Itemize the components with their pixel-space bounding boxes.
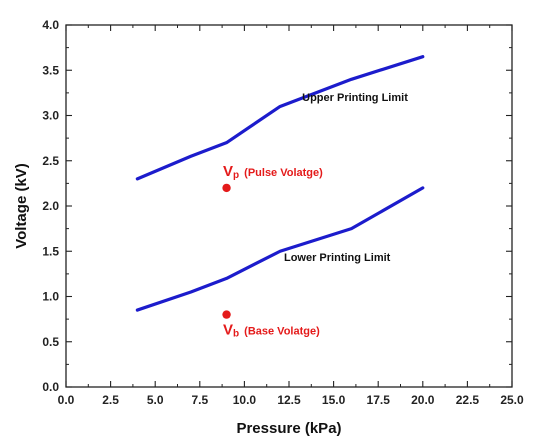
x-tick-label: 22.5 xyxy=(456,393,480,407)
data-point-2 xyxy=(222,310,231,319)
y-tick-label: 3.0 xyxy=(42,109,59,123)
x-tick-label: 2.5 xyxy=(102,393,119,407)
points-layer: Vp (Pulse Volatge) Vb (Base Volatge) xyxy=(222,163,323,340)
point-annotation-1: Vp (Pulse Volatge) xyxy=(223,163,323,181)
x-tick-label: 20.0 xyxy=(411,393,435,407)
series-line-1 xyxy=(135,55,425,181)
point-annotation-2: Vb (Base Volatge) xyxy=(223,322,320,340)
y-tick-label: 1.0 xyxy=(42,290,59,304)
series-label-1: Upper Printing Limit xyxy=(302,92,408,104)
x-axis-title: Pressure (kPa) xyxy=(236,420,341,437)
axes: 0.0 2.5 5.0 7.5 10.0 12.5 15.0 17.5 20.0 22.5 25.0… xyxy=(42,18,524,407)
y-tick-label: 0.5 xyxy=(42,335,59,349)
x-tick-label: 10.0 xyxy=(233,393,257,407)
x-tick-label: 7.5 xyxy=(191,393,208,407)
y-tick-label: 2.0 xyxy=(42,199,59,213)
x-tick-label: 15.0 xyxy=(322,393,346,407)
series-line-2 xyxy=(135,186,425,312)
x-tick-label: 17.5 xyxy=(367,393,391,407)
y-axis-title: Voltage (kV) xyxy=(13,163,30,249)
y-tick-label: 2.5 xyxy=(42,154,59,168)
y-tick-label: 4.0 xyxy=(42,18,59,32)
data-point-1 xyxy=(222,183,231,193)
x-tick-label: 0.0 xyxy=(58,393,75,407)
y-tick-label: 0.0 xyxy=(42,380,59,394)
x-tick-label: 5.0 xyxy=(147,393,164,407)
x-tick-label: 25.0 xyxy=(500,393,524,407)
y-tick-label: 3.5 xyxy=(42,63,59,77)
series-layer: Upper Printing Limit Lower Printing Limit xyxy=(135,55,425,312)
series-label-2: Lower Printing Limit xyxy=(284,252,391,264)
x-tick-label: 12.5 xyxy=(277,393,301,407)
y-tick-label: 1.5 xyxy=(42,244,59,258)
